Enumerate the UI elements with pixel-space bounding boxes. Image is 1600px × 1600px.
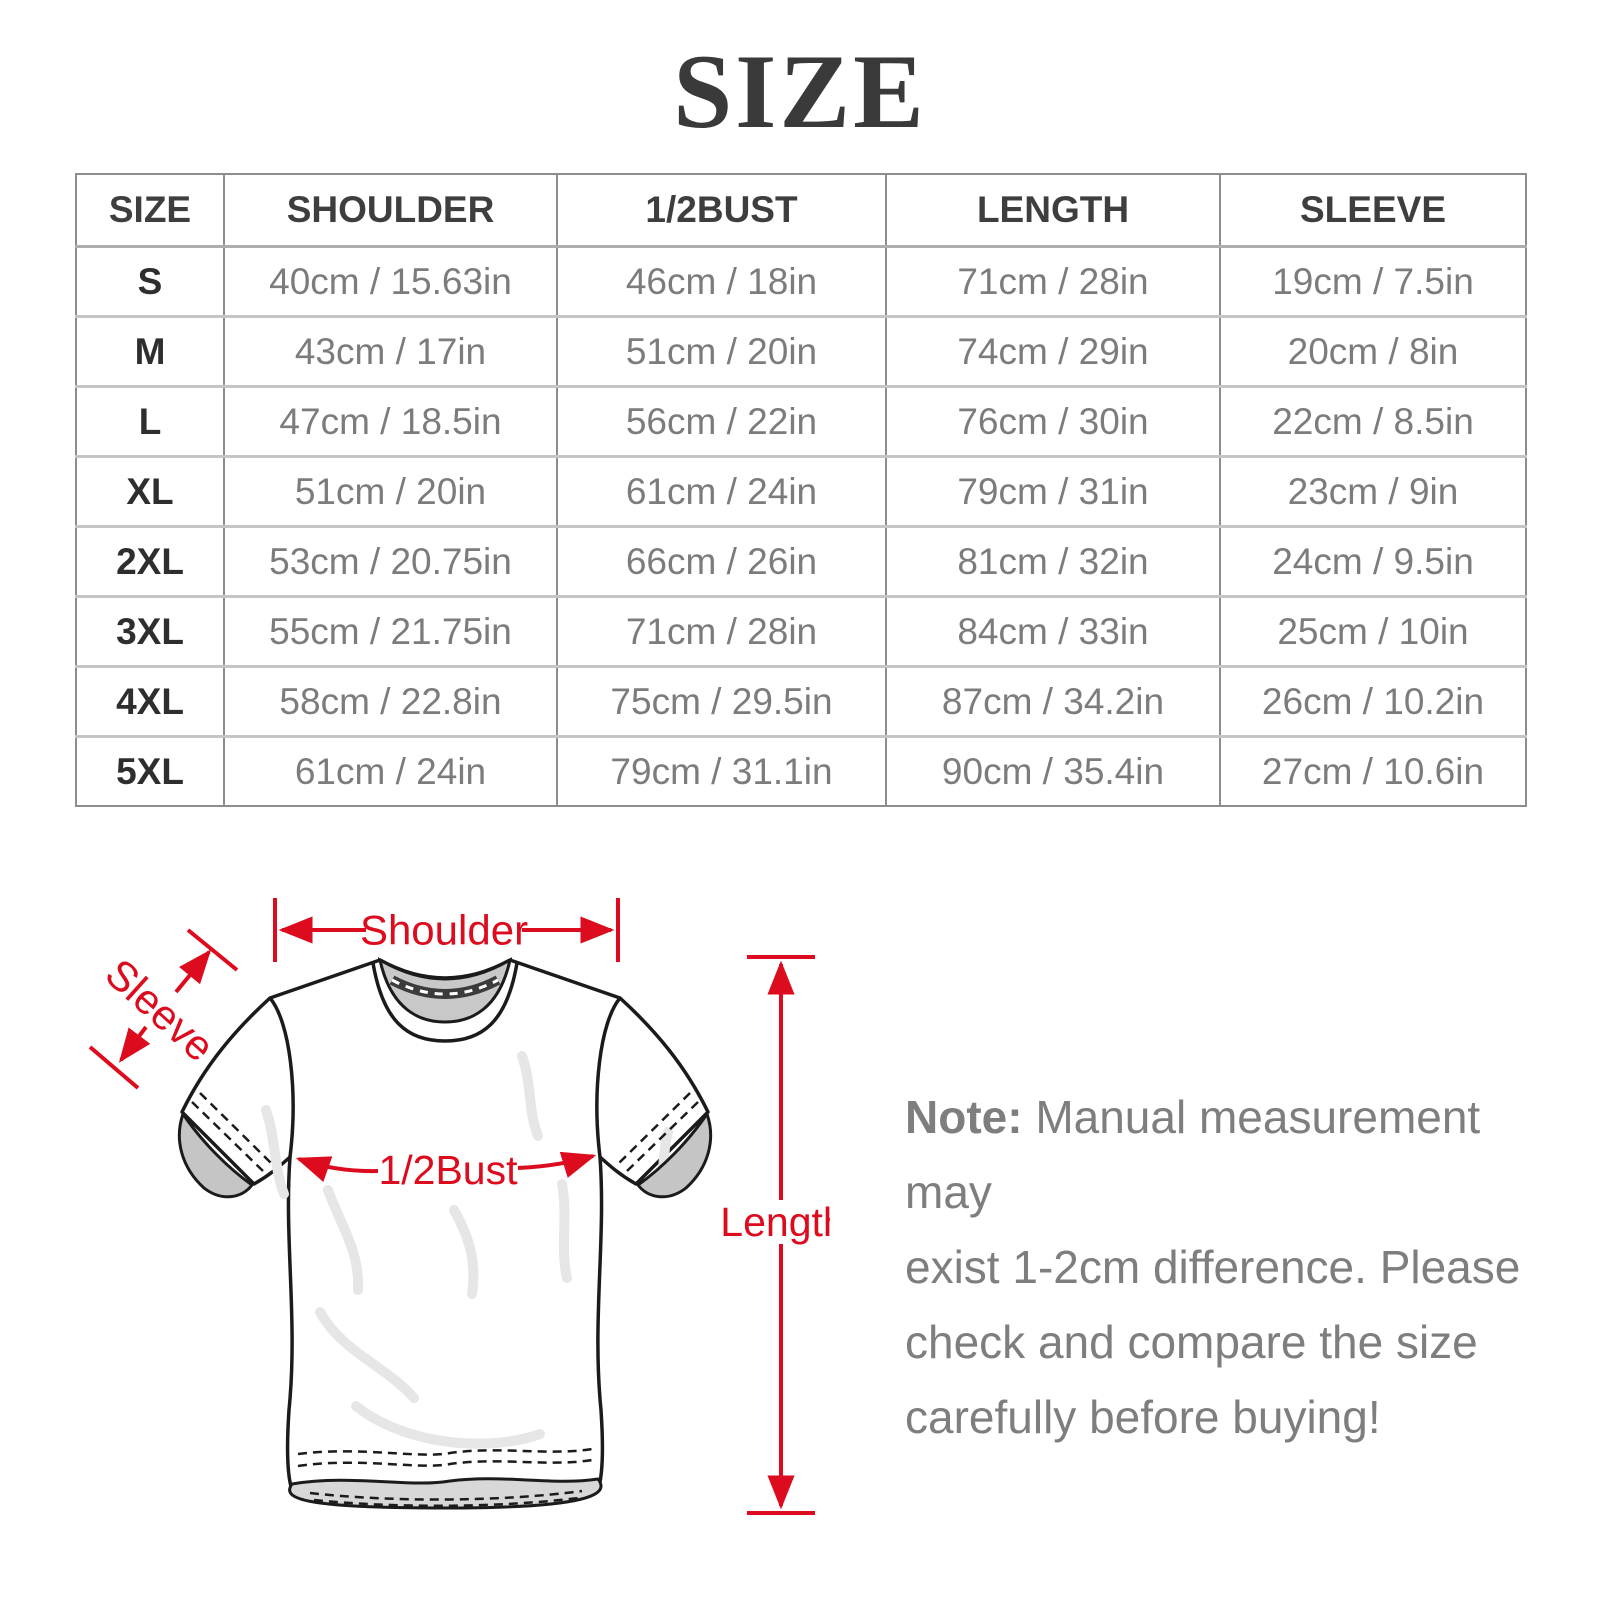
shoulder-cell: 47cm / 18.5in (223, 385, 557, 457)
sleeve-tick-lower (88, 1045, 140, 1090)
left-cuff-inside (177, 1112, 254, 1199)
sleeve-cell: 22cm / 8.5in (1219, 385, 1526, 457)
note-line: exist 1-2cm difference. Please (905, 1241, 1521, 1293)
note-line: Note: Manual measurement may (905, 1080, 1525, 1230)
length-cell: 81cm / 32in (885, 525, 1220, 597)
size-cell: 4XL (76, 665, 224, 737)
length-cell: 84cm / 33in (885, 595, 1220, 667)
length-cell: 79cm / 31in (885, 455, 1220, 527)
size-cell: 3XL (76, 595, 224, 667)
table-row: S 40cm / 15.63in 46cm / 18in 71cm / 28in… (76, 245, 1526, 317)
bust-cell: 75cm / 29.5in (556, 665, 886, 737)
collar-outer-neckline (371, 962, 519, 1043)
table-row: M 43cm / 17in 51cm / 20in 74cm / 29in 20… (76, 315, 1526, 387)
header-sleeve: SLEEVE (1219, 174, 1526, 247)
size-cell: S (76, 245, 224, 317)
header-bust: 1/2BUST (556, 174, 886, 247)
shoulder-cell: 61cm / 24in (223, 735, 557, 806)
table-row: 5XL 61cm / 24in 79cm / 31.1in 90cm / 35.… (76, 735, 1526, 806)
size-cell: 2XL (76, 525, 224, 597)
length-cell: 71cm / 28in (885, 245, 1220, 317)
shoulder-measure: Shoulder (273, 898, 620, 962)
length-label: Length (720, 1199, 830, 1245)
sleeve-tick-upper (186, 928, 239, 972)
tshirt-measurement-diagram: Shoulder Sleeve 1/2Bust Length (88, 898, 830, 1515)
sleeve-cell: 26cm / 10.2in (1219, 665, 1526, 737)
shoulder-cell: 58cm / 22.8in (223, 665, 557, 737)
right-armhole-seam (595, 996, 622, 1158)
cuff-stitching (191, 1092, 699, 1173)
sleeve-cell: 27cm / 10.6in (1219, 735, 1526, 806)
sleeve-arrow-upper (174, 949, 212, 994)
header-length: LENGTH (885, 174, 1220, 247)
sleeve-arrow-lower (118, 1025, 151, 1063)
shoulder-cell: 40cm / 15.63in (223, 245, 557, 317)
note-line1-text: Manual measurement may (905, 1091, 1481, 1218)
size-cell: L (76, 385, 224, 457)
table-row: 2XL 53cm / 20.75in 66cm / 26in 81cm / 32… (76, 525, 1526, 597)
sleeve-cell: 25cm / 10in (1219, 595, 1526, 667)
note-line: carefully before buying! (905, 1391, 1381, 1443)
sleeve-cell: 19cm / 7.5in (1219, 245, 1526, 317)
hem-band (288, 1477, 603, 1510)
table-header-row: SIZE SHOULDER 1/2BUST LENGTH SLEEVE (76, 174, 1526, 247)
hem-stitching (297, 1447, 593, 1468)
length-cell: 76cm / 30in (885, 385, 1220, 457)
shoulder-cell: 51cm / 20in (223, 455, 557, 527)
page-title: SIZE (673, 33, 927, 150)
table-row: XL 51cm / 20in 61cm / 24in 79cm / 31in 2… (76, 455, 1526, 527)
tshirt-drawing (177, 956, 713, 1510)
bust-cell: 71cm / 28in (556, 595, 886, 667)
header-size: SIZE (108, 189, 192, 230)
shoulder-cell: 53cm / 20.75in (223, 525, 557, 597)
size-cell: 5XL (76, 735, 224, 806)
bust-cell: 61cm / 24in (556, 455, 886, 527)
length-measure: Length (720, 955, 830, 1515)
sleeve-cell: 24cm / 9.5in (1219, 525, 1526, 597)
measurement-note: Note: Manual measurement may exist 1-2cm… (905, 1080, 1525, 1455)
sleeve-cell: 20cm / 8in (1219, 315, 1526, 387)
shoulder-cell: 55cm / 21.75in (223, 595, 557, 667)
size-table: SIZE SHOULDER 1/2BUST LENGTH SLEEVE S 40… (75, 173, 1527, 807)
bust-cell: 79cm / 31.1in (556, 735, 886, 806)
length-cell: 74cm / 29in (885, 315, 1220, 387)
hem-band-stitching (309, 1489, 583, 1508)
shoulder-label: Shoulder (360, 907, 528, 954)
note-prefix: Note: (905, 1091, 1023, 1143)
shoulder-cell: 43cm / 17in (223, 315, 557, 387)
table-row: 3XL 55cm / 21.75in 71cm / 28in 84cm / 33… (76, 595, 1526, 667)
right-cuff-inside (636, 1112, 713, 1199)
left-armhole-seam (268, 996, 295, 1158)
sleeve-cell: 23cm / 9in (1219, 455, 1526, 527)
bust-measure: 1/2Bust (295, 1147, 597, 1193)
note-line: check and compare the size (905, 1316, 1478, 1368)
bust-cell: 56cm / 22in (556, 385, 886, 457)
collar-stitch-tape (389, 975, 501, 999)
bust-arrow-left (295, 1156, 379, 1182)
table-row: L 47cm / 18.5in 56cm / 22in 76cm / 30in … (76, 385, 1526, 457)
length-cell: 87cm / 34.2in (885, 665, 1220, 737)
length-cell: 90cm / 35.4in (885, 735, 1220, 806)
bust-cell: 66cm / 26in (556, 525, 886, 597)
bust-cell: 46cm / 18in (556, 245, 886, 317)
table-row: 4XL 58cm / 22.8in 75cm / 29.5in 87cm / 3… (76, 665, 1526, 737)
header-shoulder: SHOULDER (223, 174, 557, 247)
bust-label: 1/2Bust (378, 1147, 518, 1193)
size-cell: M (76, 315, 224, 387)
size-cell: XL (76, 455, 224, 527)
bust-arrow-right (517, 1151, 597, 1178)
bust-cell: 51cm / 20in (556, 315, 886, 387)
sleeve-label: Sleeve (97, 950, 224, 1071)
